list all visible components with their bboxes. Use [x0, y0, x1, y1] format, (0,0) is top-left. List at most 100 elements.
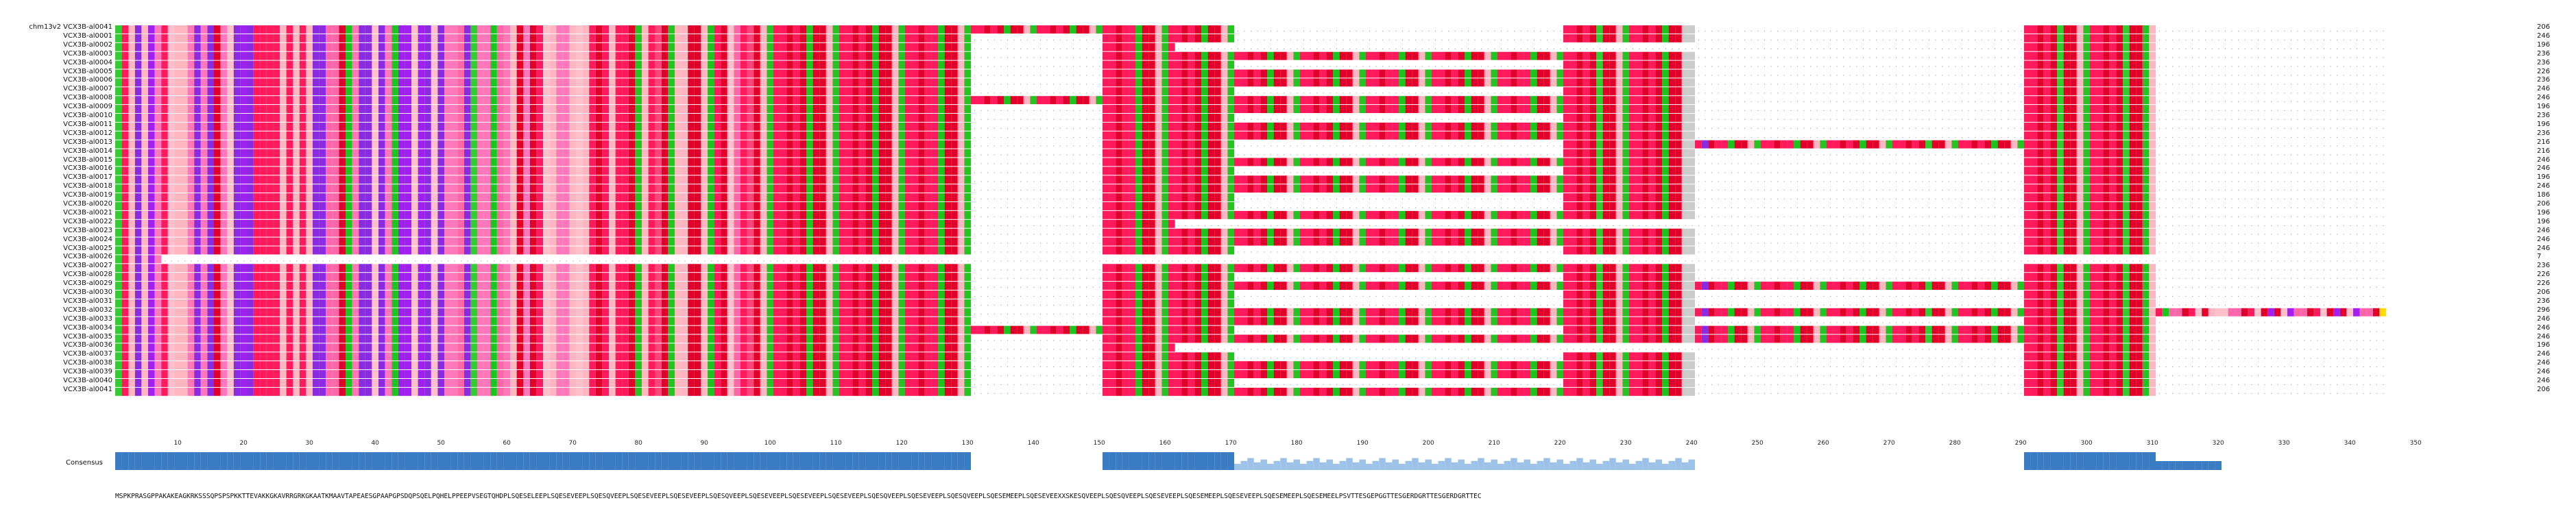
alignment-row[interactable]: ........................................…	[115, 122, 2385, 131]
sequence-label[interactable]: VCX3B-al0040	[63, 376, 112, 386]
sequence-label[interactable]: VCX3B-al0031	[63, 297, 112, 306]
sequence-label[interactable]: VCX3B-al0036	[63, 341, 112, 350]
sequence-label[interactable]: VCX3B-al0037	[63, 349, 112, 359]
residue-cell	[286, 25, 293, 34]
gap-mark: .	[2158, 27, 2161, 33]
sequence-label[interactable]: VCX3B-al0023	[63, 226, 112, 236]
alignment-row[interactable]: ........................................…	[115, 34, 2385, 42]
residue-cell	[1366, 69, 1373, 78]
sequence-label[interactable]: VCX3B-al0039	[63, 367, 112, 377]
sequence-label[interactable]: VCX3B-al0017	[63, 173, 112, 182]
sequence-label[interactable]: VCX3B-al0011	[63, 120, 112, 129]
sequence-label[interactable]: VCX3B-al0015	[63, 156, 112, 165]
alignment-row[interactable]: ........................................…	[115, 114, 2385, 122]
sequence-label[interactable]: VCX3B-al0008	[63, 93, 112, 103]
residue-cell	[642, 69, 649, 78]
sequence-label[interactable]: VCX3B-al0026	[63, 252, 112, 262]
residue-cell	[1615, 114, 1623, 122]
residue-cell	[576, 78, 583, 87]
sequence-label[interactable]: VCX3B-al0041	[63, 385, 112, 395]
alignment-row[interactable]: ........................................…	[115, 131, 2385, 140]
sequence-label[interactable]: VCX3B-al0035	[63, 332, 112, 342]
gap-mark: .	[1723, 27, 1726, 33]
sequence-label[interactable]: VCX3B-al0016	[63, 164, 112, 173]
sequence-label[interactable]: VCX3B-al0007	[63, 84, 112, 94]
residue-cell	[938, 25, 945, 34]
gap-mark: .	[1611, 45, 1615, 51]
sequence-label[interactable]: VCX3B-al0028	[63, 270, 112, 280]
residue-cell	[510, 60, 517, 69]
sequence-label[interactable]: VCX3B-al0002	[63, 40, 112, 50]
residue-cell	[154, 25, 162, 34]
alignment-row[interactable]: ........................................…	[115, 25, 2385, 34]
sequence-label[interactable]: VCX3B-al0029	[63, 279, 112, 288]
residue-cell	[582, 149, 590, 158]
residue-cell	[260, 149, 267, 158]
residue-cell	[411, 149, 418, 158]
sequence-label[interactable]: VCX3B-al0019	[63, 190, 112, 200]
residue-cell	[780, 87, 787, 96]
residue-cell	[786, 34, 793, 42]
gap-mark: .	[1901, 45, 1905, 51]
sequence-label[interactable]: VCX3B-al0022	[63, 217, 112, 227]
sequence-label[interactable]: VCX3B-al0038	[63, 358, 112, 368]
alignment-row[interactable]: ........................................…	[115, 149, 2385, 158]
sequence-label[interactable]: VCX3B-al0018	[63, 182, 112, 191]
gap-mark: .	[980, 88, 983, 95]
sequence-label[interactable]: VCX3B-al0006	[63, 75, 112, 85]
sequence-label[interactable]: chm13v2 VCX3B-al0041	[29, 23, 112, 32]
sequence-label[interactable]: VCX3B-al0003	[63, 49, 112, 59]
alignment-row[interactable]: ........................................…	[115, 105, 2385, 113]
residue-cell	[2024, 105, 2031, 113]
residue-cell	[2083, 78, 2090, 87]
gap-mark: .	[2217, 45, 2220, 51]
sequence-label[interactable]: VCX3B-al0034	[63, 323, 112, 333]
gap-mark: .	[1973, 36, 1977, 42]
alignment-row[interactable]: ........................................…	[115, 140, 2385, 149]
sequence-label[interactable]: VCX3B-al0025	[63, 244, 112, 254]
alignment-row[interactable]: ........................................…	[115, 42, 2385, 51]
gap-mark: .	[2263, 36, 2267, 42]
alignment-row[interactable]: ........................................…	[115, 96, 2385, 105]
alignment-row[interactable]: ........................................…	[115, 78, 2385, 87]
gap-mark: .	[1986, 133, 1990, 139]
residue-cell	[339, 149, 346, 158]
sequence-label[interactable]: VCX3B-al0027	[63, 261, 112, 271]
residue-cell	[1161, 131, 1168, 140]
residue-cell	[313, 96, 320, 105]
gap-mark: .	[2191, 115, 2194, 121]
residue-cell	[1458, 131, 1465, 140]
sequence-label[interactable]: VCX3B-al0010	[63, 111, 112, 121]
sequence-label[interactable]: VCX3B-al0014	[63, 147, 112, 156]
sequence-label[interactable]: VCX3B-al0013	[63, 138, 112, 147]
alignment-row[interactable]: ........................................…	[115, 87, 2385, 96]
gap-mark: .	[1289, 36, 1292, 42]
sequence-label[interactable]: VCX3B-al0009	[63, 102, 112, 112]
alignment-row[interactable]: ........................................…	[115, 69, 2385, 78]
sequence-label[interactable]: VCX3B-al0024	[63, 235, 112, 245]
sequence-label[interactable]: VCX3B-al0033	[63, 314, 112, 324]
residue-cell	[1319, 122, 1327, 131]
sequence-label[interactable]: VCX3B-al0001	[63, 32, 112, 41]
sequence-label[interactable]: VCX3B-al0012	[63, 129, 112, 138]
residue-cell	[1037, 25, 1044, 34]
sequence-label[interactable]: VCX3B-al0020	[63, 199, 112, 209]
sequence-label[interactable]: VCX3B-al0032	[63, 306, 112, 315]
gap-mark: .	[2006, 71, 2010, 77]
residue-cell	[1313, 78, 1320, 87]
sequence-label[interactable]: VCX3B-al0030	[63, 288, 112, 297]
sequence-label[interactable]: VCX3B-al0004	[63, 58, 112, 68]
residue-cell	[181, 69, 188, 78]
residue-cell	[622, 69, 629, 78]
alignment-row[interactable]: ........................................…	[115, 60, 2385, 69]
gap-mark: .	[1361, 45, 1364, 51]
alignment-row[interactable]: ........................................…	[115, 51, 2385, 60]
gap-mark: .	[1295, 36, 1299, 42]
sequence-label[interactable]: VCX3B-al0005	[63, 67, 112, 77]
residue-cell	[1602, 96, 1610, 105]
gap-mark: .	[2230, 62, 2234, 69]
gap-mark: .	[1973, 97, 1977, 103]
residue-cell	[167, 96, 175, 105]
sequence-label[interactable]: VCX3B-al0021	[63, 208, 112, 218]
residue-cell	[359, 105, 365, 113]
